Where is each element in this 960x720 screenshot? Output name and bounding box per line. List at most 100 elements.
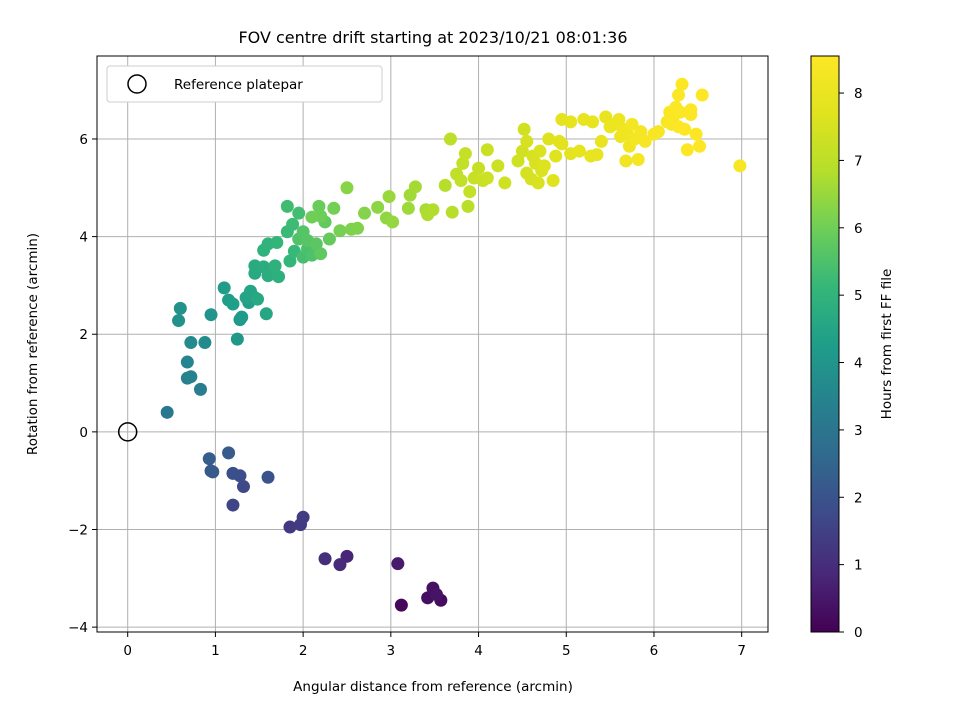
data-point xyxy=(555,137,569,151)
data-point xyxy=(491,159,505,173)
data-point xyxy=(160,405,174,419)
data-point xyxy=(272,270,286,284)
y-tick-label: 4 xyxy=(79,230,88,246)
data-point xyxy=(480,171,494,185)
data-point xyxy=(533,144,547,158)
chart-title: FOV centre drift starting at 2023/10/21 … xyxy=(238,28,627,47)
x-tick-label: 7 xyxy=(737,643,746,659)
legend-box xyxy=(106,65,383,103)
data-point xyxy=(456,156,470,170)
y-tick-label: 0 xyxy=(79,425,88,441)
data-point xyxy=(594,134,608,148)
data-point xyxy=(429,587,443,601)
colorbar-tick-label: 5 xyxy=(854,288,863,304)
data-point xyxy=(678,122,692,136)
data-point xyxy=(426,203,440,217)
data-point xyxy=(236,480,250,494)
data-point xyxy=(184,370,198,384)
data-point xyxy=(586,115,600,129)
data-point xyxy=(322,232,336,246)
data-point xyxy=(443,132,457,146)
data-point xyxy=(689,127,703,141)
y-tick-label: 6 xyxy=(79,132,88,148)
data-point xyxy=(283,254,297,268)
data-point xyxy=(631,152,645,166)
data-point xyxy=(235,310,249,324)
data-point xyxy=(217,281,231,295)
data-point xyxy=(358,206,372,220)
data-point xyxy=(619,154,633,168)
x-tick-label: 5 xyxy=(562,643,571,659)
data-point xyxy=(391,557,405,571)
colorbar-tick-label: 4 xyxy=(854,356,863,372)
data-point xyxy=(286,217,300,231)
data-point xyxy=(461,199,475,213)
data-point xyxy=(198,336,212,350)
data-point xyxy=(184,336,198,350)
data-point xyxy=(268,259,282,273)
data-point xyxy=(401,201,415,215)
data-point xyxy=(612,112,626,126)
data-point xyxy=(333,224,347,238)
data-point xyxy=(386,215,400,229)
data-point xyxy=(230,332,244,346)
data-point xyxy=(333,558,347,572)
colorbar-tick-label: 1 xyxy=(854,558,863,574)
data-point xyxy=(634,125,648,139)
y-tick-label: −4 xyxy=(68,620,88,636)
data-point xyxy=(340,181,354,195)
data-point xyxy=(542,132,556,146)
x-axis-label: Angular distance from reference (arcmin) xyxy=(293,679,573,695)
data-point xyxy=(695,88,709,102)
data-point xyxy=(590,148,604,162)
data-point xyxy=(204,308,218,322)
data-point xyxy=(172,314,186,328)
data-point xyxy=(283,520,297,534)
data-point xyxy=(173,301,187,315)
data-point xyxy=(511,154,525,168)
colorbar-ticks: 0 1 2 3 4 5 6 7 8 xyxy=(839,86,863,641)
colorbar-tick-label: 7 xyxy=(854,153,863,169)
y-tick-label: −2 xyxy=(68,522,88,538)
data-point xyxy=(202,452,216,466)
data-point xyxy=(546,173,560,187)
y-tick-label: 2 xyxy=(79,327,88,343)
data-point xyxy=(292,206,306,220)
data-point xyxy=(327,201,341,215)
colorbar-tick-label: 6 xyxy=(854,221,863,237)
data-point xyxy=(206,465,220,479)
data-point xyxy=(251,292,265,306)
data-point xyxy=(520,134,534,148)
data-point xyxy=(226,498,240,512)
data-point xyxy=(463,185,477,199)
grid xyxy=(97,56,768,632)
data-point xyxy=(351,221,365,235)
data-point xyxy=(458,147,472,161)
data-point xyxy=(454,173,468,187)
data-point xyxy=(270,235,284,249)
data-point xyxy=(564,115,578,129)
data-point xyxy=(194,382,208,396)
data-point xyxy=(680,143,694,157)
data-point xyxy=(498,176,512,190)
x-axis-ticks: 0 1 2 3 4 5 6 7 xyxy=(123,632,746,659)
data-point xyxy=(261,470,275,484)
data-point xyxy=(394,598,408,612)
data-point xyxy=(537,159,551,173)
data-point xyxy=(259,307,273,321)
data-point xyxy=(438,178,452,192)
x-tick-label: 4 xyxy=(474,643,483,659)
x-tick-label: 0 xyxy=(123,643,132,659)
colorbar-tick-label: 3 xyxy=(854,423,863,439)
colorbar-tick-label: 0 xyxy=(854,625,863,641)
data-point xyxy=(226,297,240,311)
data-point xyxy=(472,161,486,175)
data-point xyxy=(309,237,323,251)
x-tick-label: 3 xyxy=(387,643,396,659)
colorbar xyxy=(810,55,840,633)
data-point xyxy=(318,552,332,566)
legend-marker xyxy=(127,74,147,94)
data-point xyxy=(371,200,385,214)
x-tick-label: 6 xyxy=(650,643,659,659)
